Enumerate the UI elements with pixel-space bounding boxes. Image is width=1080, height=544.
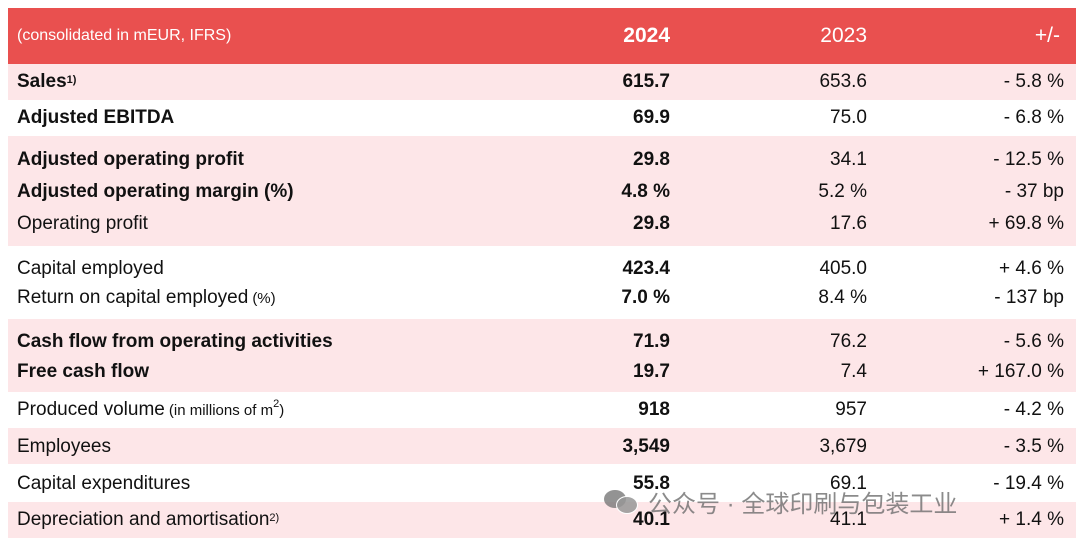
row-label: Operating profit — [17, 213, 148, 234]
row-label: Depreciation and amortisation 2) — [17, 509, 280, 530]
table-row: Adjusted operating profit 29.8 34.1 - 12… — [8, 145, 1076, 175]
wechat-icon — [604, 488, 638, 514]
row-label: Adjusted EBITDA — [17, 107, 175, 128]
value-2023: 405.0 — [819, 258, 867, 279]
value-2023: 34.1 — [830, 149, 867, 170]
value-change: + 69.8 % — [988, 213, 1064, 234]
value-change: - 5.8 % — [1003, 71, 1064, 92]
value-change: + 1.4 % — [999, 509, 1064, 530]
value-2023: 41.1 — [830, 509, 867, 530]
row-label: Produced volume (in millions of m2) — [17, 397, 285, 420]
row-label: Sales 1) — [17, 71, 77, 92]
table-row: Capital expenditures 55.8 69.1 - 19.4 % — [8, 466, 1076, 502]
row-label: Capital employed — [17, 258, 164, 279]
table-header: (consolidated in mEUR, IFRS) 2024 2023 +… — [8, 8, 1076, 64]
value-change: + 167.0 % — [977, 361, 1064, 382]
value-2024: 918 — [638, 399, 670, 420]
table-row: Cash flow from operating activities 71.9… — [8, 327, 1076, 357]
value-2024: 71.9 — [633, 331, 670, 352]
value-2024: 55.8 — [633, 473, 670, 494]
value-2023: 3,679 — [819, 436, 867, 457]
table-row: Operating profit 29.8 17.6 + 69.8 % — [8, 209, 1076, 239]
table-row: Depreciation and amortisation 2) 40.1 41.… — [8, 502, 1076, 538]
row-label: Capital expenditures — [17, 473, 191, 494]
unit-note: (consolidated in mEUR, IFRS) — [17, 27, 232, 44]
value-change: + 4.6 % — [999, 258, 1064, 279]
row-label: Free cash flow — [17, 361, 149, 382]
value-2023: 5.2 % — [818, 181, 867, 202]
value-change: - 3.5 % — [1003, 436, 1064, 457]
band-depreciation — [8, 502, 1076, 538]
value-2024: 29.8 — [633, 149, 670, 170]
value-change: - 37 bp — [1004, 181, 1064, 202]
value-2023: 957 — [835, 399, 867, 420]
value-2023: 75.0 — [830, 107, 867, 128]
column-2024: 2024 — [623, 24, 670, 47]
table-row: Employees 3,549 3,679 - 3.5 % — [8, 429, 1076, 465]
value-2024: 19.7 — [633, 361, 670, 382]
row-label: Return on capital employed (%) — [17, 287, 276, 308]
table-row: Adjusted operating margin (%) 4.8 % 5.2 … — [8, 177, 1076, 207]
value-change: - 19.4 % — [993, 473, 1064, 494]
value-change: - 6.8 % — [1003, 107, 1064, 128]
band-cashflow-group — [8, 319, 1076, 392]
value-change: - 4.2 % — [1003, 399, 1064, 420]
table-row: Capital employed 423.4 405.0 + 4.6 % — [8, 254, 1076, 284]
value-2024: 29.8 — [633, 213, 670, 234]
table-row: Return on capital employed (%) 7.0 % 8.4 … — [8, 283, 1076, 313]
value-2024: 3,549 — [622, 436, 670, 457]
row-label: Cash flow from operating activities — [17, 331, 333, 352]
value-2023: 653.6 — [819, 71, 867, 92]
row-label: Employees — [17, 436, 111, 457]
column-change: +/- — [1034, 24, 1060, 47]
value-2024: 4.8 % — [621, 181, 670, 202]
row-label: Adjusted operating profit — [17, 149, 244, 170]
band-profit-group — [8, 136, 1076, 246]
value-2024: 7.0 % — [621, 287, 670, 308]
value-2024: 69.9 — [633, 107, 670, 128]
table-row: Sales 1) 615.7 653.6 - 5.8 % — [8, 64, 1076, 100]
value-2024: 615.7 — [622, 71, 670, 92]
value-2024: 40.1 — [633, 509, 670, 530]
value-2023: 7.4 — [840, 361, 867, 382]
value-change: - 5.6 % — [1003, 331, 1064, 352]
value-2023: 76.2 — [830, 331, 867, 352]
table-row: Adjusted EBITDA 69.9 75.0 - 6.8 % — [8, 100, 1076, 136]
band-employees — [8, 428, 1076, 464]
value-change: - 137 bp — [994, 287, 1064, 308]
value-2023: 69.1 — [830, 473, 867, 494]
column-2023: 2023 — [820, 24, 867, 47]
value-2023: 8.4 % — [818, 287, 867, 308]
band-sales — [8, 64, 1076, 100]
watermark: 公众号 · 全球印刷与包装工业 — [604, 483, 957, 519]
value-2023: 17.6 — [830, 213, 867, 234]
table-row: Produced volume (in millions of m2) 918 9… — [8, 393, 1076, 427]
table-row: Free cash flow 19.7 7.4 + 167.0 % — [8, 357, 1076, 387]
value-change: - 12.5 % — [993, 149, 1064, 170]
row-label: Adjusted operating margin (%) — [17, 181, 294, 202]
watermark-text: 公众号 · 全球印刷与包装工业 — [648, 490, 958, 518]
value-2024: 423.4 — [622, 258, 670, 279]
